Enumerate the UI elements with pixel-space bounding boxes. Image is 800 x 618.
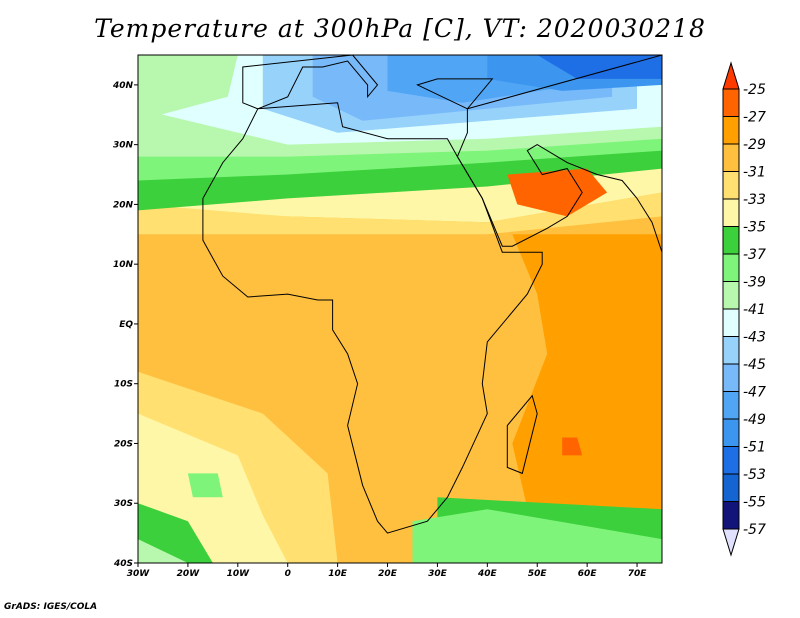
colorbar-label: -49 xyxy=(743,412,766,428)
colorbar-swatch xyxy=(722,171,740,200)
colorbar-label: -43 xyxy=(743,330,766,346)
x-tick-label: 20W xyxy=(177,569,201,579)
colorbar-label: -39 xyxy=(743,275,766,291)
colorbar-label: -53 xyxy=(743,467,766,483)
y-tick-label: 10N xyxy=(113,260,134,270)
colorbar-swatch xyxy=(722,363,740,392)
colorbar-label: -57 xyxy=(743,522,766,538)
colorbar-under-triangle xyxy=(722,528,740,557)
x-tick-label: 40E xyxy=(477,569,498,579)
colorbar-label: -55 xyxy=(743,495,766,511)
colorbar-swatch xyxy=(722,281,740,310)
shade-region xyxy=(138,539,188,563)
x-tick-label: 30E xyxy=(428,569,448,579)
x-tick-label: 60E xyxy=(578,569,598,579)
x-tick-label: 70E xyxy=(628,569,648,579)
colorbar-swatch xyxy=(722,501,740,530)
coastline xyxy=(506,394,538,475)
colorbar-label: -31 xyxy=(743,165,766,181)
colorbar-swatch xyxy=(722,446,740,475)
colorbar-label: -41 xyxy=(743,302,766,318)
colorbar-swatch xyxy=(722,198,740,227)
y-tick-label: 30S xyxy=(114,499,133,509)
colorbar-label: -47 xyxy=(743,385,766,401)
shade-region xyxy=(138,503,213,563)
colorbar-label: -27 xyxy=(743,110,766,126)
shade-region xyxy=(507,168,608,217)
colorbar-swatch xyxy=(722,391,740,420)
y-tick-label: 40S xyxy=(113,559,133,569)
x-tick-label: 20E xyxy=(378,569,398,579)
shade-region xyxy=(512,234,662,552)
x-tick-label: 10E xyxy=(328,569,348,579)
colorbar-label: -29 xyxy=(743,137,766,153)
map-frame xyxy=(137,54,663,564)
colorbar-swatch xyxy=(722,253,740,282)
x-tick-label: 50E xyxy=(528,569,548,579)
colorbar-label: -35 xyxy=(743,220,766,236)
colorbar-swatch xyxy=(722,418,740,447)
y-tick-label: 10S xyxy=(114,380,133,390)
y-tick-label: EQ xyxy=(119,320,133,330)
colorbar-label: -25 xyxy=(743,82,766,98)
shade-region xyxy=(187,473,223,498)
colorbar-swatch xyxy=(722,226,740,255)
x-tick-label: 10W xyxy=(227,569,251,579)
shade-region xyxy=(138,144,662,211)
colorbar-label: -51 xyxy=(743,440,766,456)
x-tick-label: 0 xyxy=(285,569,291,579)
coastline xyxy=(416,78,494,110)
temperature-field xyxy=(138,55,662,563)
credit-label: GrADS: IGES/COLA xyxy=(4,602,98,612)
shade-region xyxy=(562,437,583,456)
chart-title: Temperature at 300hPa [C], VT: 202003021… xyxy=(94,14,706,43)
colorbar-label: -45 xyxy=(743,357,766,373)
shade-region xyxy=(537,55,662,79)
coastline xyxy=(242,55,379,110)
colorbar-swatch xyxy=(722,143,740,172)
x-tick-label: 30W xyxy=(127,569,151,579)
colorbar-label: -33 xyxy=(743,192,766,208)
colorbar-swatch xyxy=(722,116,740,145)
colorbar-label: -37 xyxy=(743,247,766,263)
colorbar-swatch xyxy=(722,308,740,337)
shade-region xyxy=(138,192,662,235)
y-tick-label: 40N xyxy=(112,81,134,91)
colorbar-swatch xyxy=(722,473,740,502)
shade-region xyxy=(138,55,238,121)
colorbar-swatch xyxy=(722,336,740,365)
y-tick-label: 20S xyxy=(114,439,133,449)
y-tick-label: 30N xyxy=(113,141,134,151)
coastline xyxy=(456,55,662,253)
colorbar-over-triangle xyxy=(722,61,740,90)
y-tick-label: 20N xyxy=(113,200,134,210)
colorbar-swatch xyxy=(722,88,740,117)
shade-region xyxy=(412,509,662,563)
